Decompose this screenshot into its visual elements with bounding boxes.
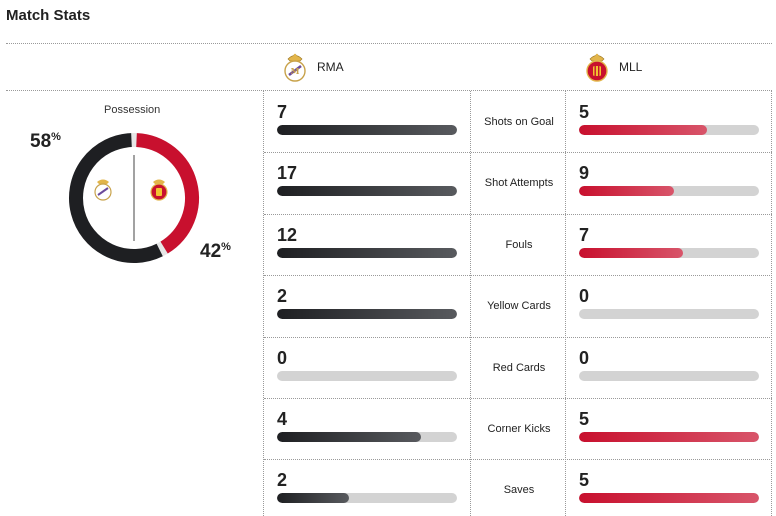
stat-home-value: 4 [277, 409, 288, 429]
possession-chart [69, 133, 199, 263]
stat-away-bar [579, 493, 759, 503]
stat-label: Red Cards [492, 361, 546, 374]
stat-home-bar [277, 432, 457, 442]
stat-away-bar-fill [579, 125, 707, 135]
stat-away-value: 7 [579, 225, 590, 245]
possession-home-crest-icon [94, 179, 112, 201]
stat-away-value: 5 [579, 102, 590, 122]
stat-away-bar [579, 309, 759, 319]
stat-away-bar [579, 371, 759, 381]
possession-away-number: 42 [200, 241, 222, 262]
stat-home-bar [277, 371, 457, 381]
stat-label: Yellow Cards [487, 299, 551, 312]
possession-home-arc [69, 133, 163, 263]
stat-home-bar [277, 248, 457, 258]
stat-home-bar-fill [277, 493, 349, 503]
away-team-abbr: MLL [619, 60, 643, 74]
row-divider [264, 152, 772, 153]
stat-away-bar-fill [579, 432, 759, 442]
stat-row: 17 Shot Attempts 9 [264, 152, 772, 213]
stat-home-bar-fill [277, 432, 421, 442]
stat-row: 4 Corner Kicks 5 [264, 398, 772, 459]
home-team-abbr: RMA [317, 60, 344, 74]
stat-home-value: 2 [277, 470, 288, 490]
real-madrid-crest-icon: M [284, 53, 306, 82]
stat-away-value: 0 [579, 286, 590, 306]
possession-home-value: 58% [30, 131, 61, 153]
mallorca-crest-icon [586, 53, 608, 82]
possession-away-arc [135, 133, 199, 254]
possession-home-unit: % [51, 131, 61, 143]
stat-away-value: 9 [579, 163, 590, 183]
stat-away-value: 0 [579, 348, 590, 368]
row-divider [264, 214, 772, 215]
stat-home-bar [277, 493, 457, 503]
team-header-divider [6, 90, 772, 91]
row-divider [264, 398, 772, 399]
away-team-header: MLL [585, 51, 642, 83]
stat-home-bar-fill [277, 125, 457, 135]
stat-home-value: 12 [277, 225, 298, 245]
stat-away-bar [579, 432, 759, 442]
stat-home-bar [277, 309, 457, 319]
stat-home-bar-fill [277, 248, 457, 258]
stat-away-bar-fill [579, 248, 684, 258]
row-divider [264, 459, 772, 460]
stat-row: 7 Shots on Goal 5 [264, 91, 772, 152]
stat-home-bar [277, 125, 457, 135]
stat-home-bar-fill [277, 186, 457, 196]
stat-home-value: 2 [277, 286, 288, 306]
stat-home-bar-fill [277, 309, 457, 319]
stat-away-bar-fill [579, 493, 759, 503]
stat-row: 0 Red Cards 0 [264, 337, 772, 398]
row-divider [264, 337, 772, 338]
home-team-header: M RMA [283, 51, 344, 83]
page-title: Match Stats [6, 7, 91, 24]
possession-away-unit: % [221, 241, 231, 253]
svg-text:M: M [291, 66, 300, 76]
stat-away-value: 5 [579, 409, 590, 429]
stats-divider-left [263, 91, 264, 516]
possession-away-value: 42% [200, 241, 231, 263]
possession-home-number: 58 [30, 131, 52, 152]
stat-away-bar [579, 125, 759, 135]
possession-label: Possession [104, 104, 161, 116]
stat-row: 2 Yellow Cards 0 [264, 275, 772, 336]
stat-home-value: 0 [277, 348, 288, 368]
stat-away-bar [579, 248, 759, 258]
stats-divider-right [771, 91, 772, 516]
stat-row: 2 Saves 5 [264, 459, 772, 516]
stat-label: Shots on Goal [484, 115, 554, 128]
label-divider-left [470, 91, 471, 516]
stat-label: Corner Kicks [487, 422, 551, 435]
stat-home-bar [277, 186, 457, 196]
possession-away-crest-icon [150, 179, 168, 201]
label-divider-right [565, 91, 566, 516]
row-divider [264, 275, 772, 276]
stat-home-value: 17 [277, 163, 298, 183]
stat-label: Shot Attempts [484, 176, 554, 189]
stat-row: 12 Fouls 7 [264, 214, 772, 275]
stat-home-value: 7 [277, 102, 288, 122]
stat-label: Fouls [505, 238, 533, 251]
header-divider [6, 43, 772, 44]
stat-away-bar-fill [579, 186, 675, 196]
stat-label: Saves [503, 483, 535, 496]
stat-away-value: 5 [579, 470, 590, 490]
stat-away-bar [579, 186, 759, 196]
